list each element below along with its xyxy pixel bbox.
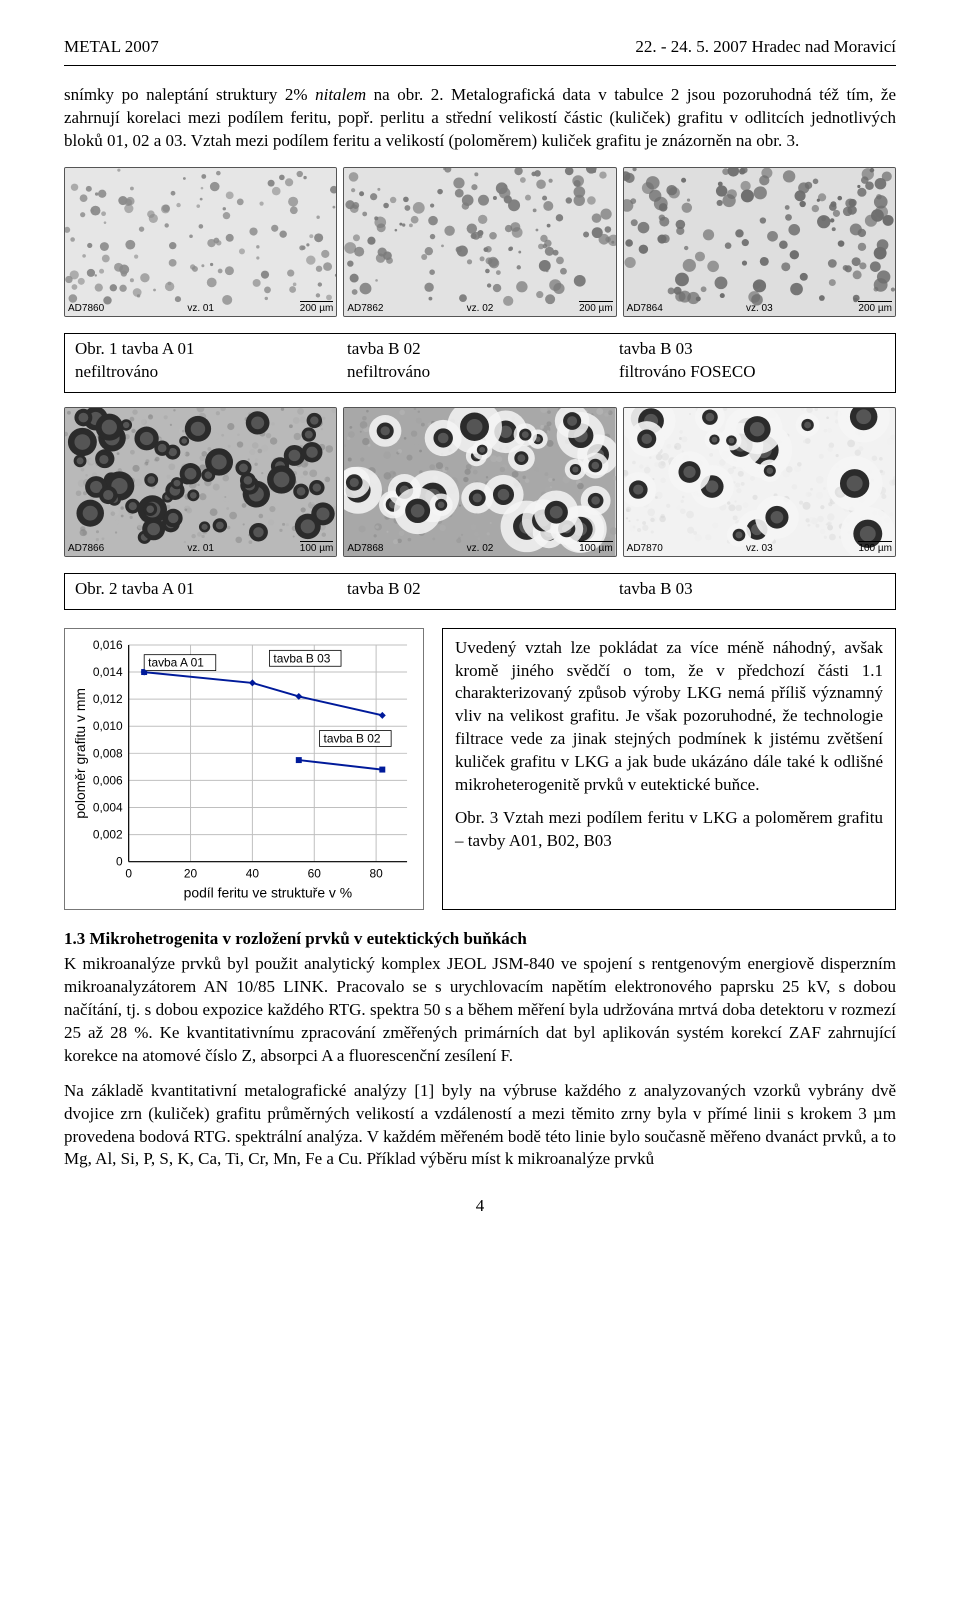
svg-text:60: 60	[308, 866, 322, 880]
para1-italic: nitalem	[315, 85, 366, 104]
svg-text:0,006: 0,006	[93, 773, 123, 787]
figure-2-caption: Obr. 2 tavba A 01 tavba B 02 tavba B 03	[64, 573, 896, 610]
svg-text:80: 80	[369, 866, 383, 880]
svg-text:tavba B 02: tavba B 02	[324, 731, 381, 745]
svg-text:0,012: 0,012	[93, 692, 123, 706]
svg-text:podíl feritu ve struktuře v %: podíl feritu ve struktuře v %	[184, 884, 353, 900]
caption-cell: Obr. 1 tavba A 01nefiltrováno	[75, 338, 341, 384]
page-number: 4	[64, 1195, 896, 1218]
svg-text:40: 40	[246, 866, 260, 880]
micrograph-scalebar: 200 µm	[858, 301, 892, 314]
header-rule	[64, 65, 896, 66]
svg-text:20: 20	[184, 866, 198, 880]
page-header: METAL 2007 22. - 24. 5. 2007 Hradec nad …	[64, 36, 896, 59]
micrograph: AD7866 vz. 01 100 µm	[64, 407, 337, 557]
micrograph-id: AD7868	[347, 543, 383, 554]
micrograph-sample: vz. 02	[467, 543, 494, 554]
para1-a: snímky po naleptání struktury 2%	[64, 85, 315, 104]
micrograph-sample: vz. 02	[467, 303, 494, 314]
micrograph-scalebar: 200 µm	[579, 301, 613, 314]
micrograph-sample: vz. 03	[746, 543, 773, 554]
micrograph-scalebar: 100 µm	[858, 541, 892, 554]
micrograph-sample: vz. 03	[746, 303, 773, 314]
svg-text:0,008: 0,008	[93, 746, 123, 760]
header-right: 22. - 24. 5. 2007 Hradec nad Moravicí	[635, 36, 896, 59]
micrograph: AD7864 vz. 03 200 µm	[623, 167, 896, 317]
paragraph-3: K mikroanalýze prvků byl použit analytic…	[64, 953, 896, 1068]
micrograph-scalebar: 100 µm	[300, 541, 334, 554]
header-left: METAL 2007	[64, 36, 159, 59]
figure-1-caption: Obr. 1 tavba A 01nefiltrovánotavba B 02n…	[64, 333, 896, 393]
figure-2-row: AD7866vz. 01100 µmAD7868vz. 02100 µmAD78…	[64, 407, 896, 557]
svg-text:0,004: 0,004	[93, 800, 123, 814]
svg-text:0,014: 0,014	[93, 665, 123, 679]
micrograph: AD7862 vz. 02 200 µm	[343, 167, 616, 317]
svg-text:poloměr grafitu v mm: poloměr grafitu v mm	[72, 688, 88, 819]
paragraph-4: Na základě kvantitativní metalografické …	[64, 1080, 896, 1172]
micrograph-scalebar: 100 µm	[579, 541, 613, 554]
chart-container: 0 0,002 0,004 0,006 0,008 0,010 0,012 0,014 0,01…	[64, 628, 424, 910]
micrograph-sample: vz. 01	[187, 303, 214, 314]
svg-text:0,002: 0,002	[93, 827, 123, 841]
caption-cell: tavba B 02	[347, 578, 613, 601]
micrograph: AD7860 vz. 01 200 µm	[64, 167, 337, 317]
svg-text:0: 0	[116, 854, 123, 868]
micrograph-id: AD7870	[627, 543, 663, 554]
micrograph: AD7870 vz. 03 100 µm	[623, 407, 896, 557]
subsection-1-3-title: 1.3 Mikrohetrogenita v rozložení prvků v…	[64, 928, 896, 951]
caption-cell: Obr. 2 tavba A 01	[75, 578, 341, 601]
chart-description-box: Uvedený vztah lze pokládat za více méně …	[442, 628, 896, 910]
svg-text:0,010: 0,010	[93, 719, 123, 733]
micrograph-sample: vz. 01	[187, 543, 214, 554]
micrograph-scalebar: 200 µm	[300, 301, 334, 314]
svg-text:0,016: 0,016	[93, 637, 123, 651]
svg-text:tavba B 03: tavba B 03	[273, 651, 330, 665]
micrograph-id: AD7862	[347, 303, 383, 314]
paragraph-1: snímky po naleptání struktury 2% nitalem…	[64, 84, 896, 153]
micrograph-id: AD7866	[68, 543, 104, 554]
caption-cell: tavba B 03filtrováno FOSECO	[619, 338, 885, 384]
figure-3-caption: Obr. 3 Vztah mezi podílem feritu v LKG a…	[455, 807, 883, 853]
micrograph-id: AD7860	[68, 303, 104, 314]
chart-and-text: 0 0,002 0,004 0,006 0,008 0,010 0,012 0,014 0,01…	[64, 628, 896, 910]
micrograph-id: AD7864	[627, 303, 663, 314]
caption-cell: tavba B 02nefiltrováno	[347, 338, 613, 384]
svg-text:0: 0	[125, 866, 132, 880]
micrograph: AD7868 vz. 02 100 µm	[343, 407, 616, 557]
ferit-grafit-chart: 0 0,002 0,004 0,006 0,008 0,010 0,012 0,014 0,01…	[71, 635, 417, 903]
right-paragraph-1: Uvedený vztah lze pokládat za více méně …	[455, 637, 883, 798]
svg-text:tavba A 01: tavba A 01	[148, 655, 204, 669]
caption-cell: tavba B 03	[619, 578, 885, 601]
figure-1-row: AD7860vz. 01200 µmAD7862vz. 02200 µmAD78…	[64, 167, 896, 317]
